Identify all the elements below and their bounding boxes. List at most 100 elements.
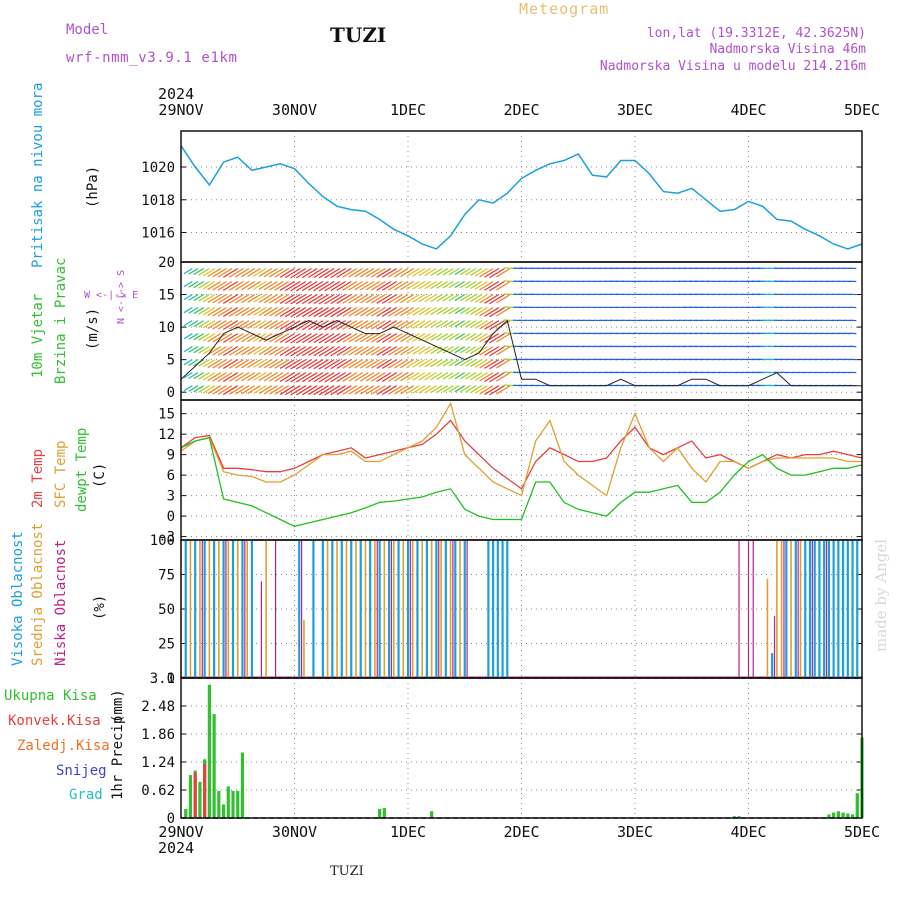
wind-barb — [496, 281, 511, 291]
total-precip-bar — [231, 790, 235, 818]
wind-barb — [348, 385, 363, 395]
wind-barb — [279, 320, 295, 330]
wind-barb — [465, 307, 477, 315]
wind-barb — [459, 333, 471, 341]
wind-barb — [470, 385, 483, 394]
wind-barb — [474, 320, 488, 329]
wind-barb — [324, 359, 341, 370]
wind-barb — [202, 267, 216, 277]
wind-barb — [274, 307, 290, 317]
wind-barb — [258, 359, 273, 369]
wind-barb — [436, 359, 449, 367]
wind-barb — [430, 281, 443, 289]
wind-barb — [188, 346, 199, 353]
wind-barb — [193, 333, 205, 341]
wind-barb — [263, 346, 278, 356]
wind-barb — [448, 346, 460, 354]
cloud-unit: (%) — [92, 595, 108, 620]
wind-barb — [442, 281, 454, 289]
wind-barb — [454, 320, 466, 328]
wind-barb — [336, 359, 352, 370]
wind-barb — [479, 267, 494, 278]
wind-barb — [313, 385, 329, 396]
wind-barb — [330, 372, 346, 383]
wind-barb — [183, 333, 193, 340]
wind-barb — [342, 372, 358, 382]
wind-barb — [330, 346, 346, 357]
wind-barb — [188, 372, 199, 379]
wind-barb — [188, 359, 199, 366]
total-precip-bar — [841, 812, 845, 818]
dewpt-line — [180, 436, 863, 527]
wind-barb — [424, 346, 437, 355]
wind-barb — [354, 267, 369, 278]
wind-barb — [222, 385, 239, 396]
wind-barb — [348, 333, 363, 343]
total-precip-bar — [212, 714, 216, 818]
wind-barb — [235, 333, 250, 343]
total-precip-bar — [378, 808, 382, 818]
wind-barb — [388, 267, 403, 278]
pressure-label: Pritisak na nivou mora — [30, 83, 46, 268]
wind-barb — [388, 385, 403, 395]
total-precip-bar — [221, 804, 226, 818]
wind-barb — [424, 385, 437, 394]
wind-barb — [222, 307, 239, 317]
wind-barb — [418, 359, 432, 368]
y-tick-label: 0 — [167, 385, 175, 401]
wind-barb — [247, 333, 261, 343]
wind-barb — [371, 385, 386, 395]
wind-barb — [207, 281, 222, 291]
wind-barb — [465, 281, 477, 289]
time-tick-label: 5DEC — [844, 101, 880, 119]
wind-barb — [371, 267, 386, 278]
wind-barb — [198, 346, 210, 354]
y-tick-label: 6 — [167, 468, 175, 484]
legend-snow: Snijeg — [56, 763, 107, 779]
wind-barb — [412, 359, 426, 368]
wind-barb — [263, 307, 278, 317]
legend-hail: Grad — [69, 787, 103, 803]
wind-barb — [412, 333, 426, 342]
y-tick-label: 5 — [167, 353, 175, 369]
wind-barb — [342, 333, 358, 343]
wind-barb — [193, 385, 205, 393]
wind-barb — [274, 385, 290, 395]
wind-barb — [418, 346, 432, 355]
wind-barb — [241, 320, 256, 330]
y-tick-label: 0 — [167, 509, 175, 525]
wind-barb — [183, 385, 193, 392]
y-tick-label: 15 — [158, 288, 175, 304]
wind-barb — [290, 307, 307, 318]
wind-barb — [418, 307, 432, 316]
wind-barb — [448, 320, 460, 328]
wind-barb — [470, 333, 483, 342]
wind-barb — [193, 346, 205, 354]
wind-barb — [263, 372, 278, 382]
wind-barb — [354, 307, 369, 317]
wind-barb — [400, 281, 414, 291]
wind-barb — [418, 267, 432, 277]
wind-barb — [188, 320, 199, 327]
total-precip-bar — [198, 781, 202, 818]
wind-barb — [371, 346, 386, 356]
wind-barb — [183, 294, 193, 301]
wind-barb — [308, 294, 324, 304]
wind-barb — [263, 385, 278, 395]
wind-barb — [489, 320, 505, 331]
y-tick-label: 1020 — [141, 160, 175, 176]
wind-barb — [279, 372, 295, 383]
total-precip-bar — [188, 775, 193, 818]
wind-barb — [418, 281, 432, 290]
wind-barb — [241, 346, 256, 356]
wind-barb — [198, 307, 210, 315]
wind-barb — [465, 294, 477, 302]
wind-barb — [202, 359, 216, 368]
wind-barb — [424, 359, 437, 368]
wind-barb — [430, 372, 443, 381]
wind-barb — [295, 333, 312, 344]
pressure-panel: 1016 1018 1020 — [141, 130, 863, 263]
wind-barb — [235, 267, 250, 278]
wind-barb — [376, 281, 392, 291]
wind-barb — [302, 385, 318, 396]
